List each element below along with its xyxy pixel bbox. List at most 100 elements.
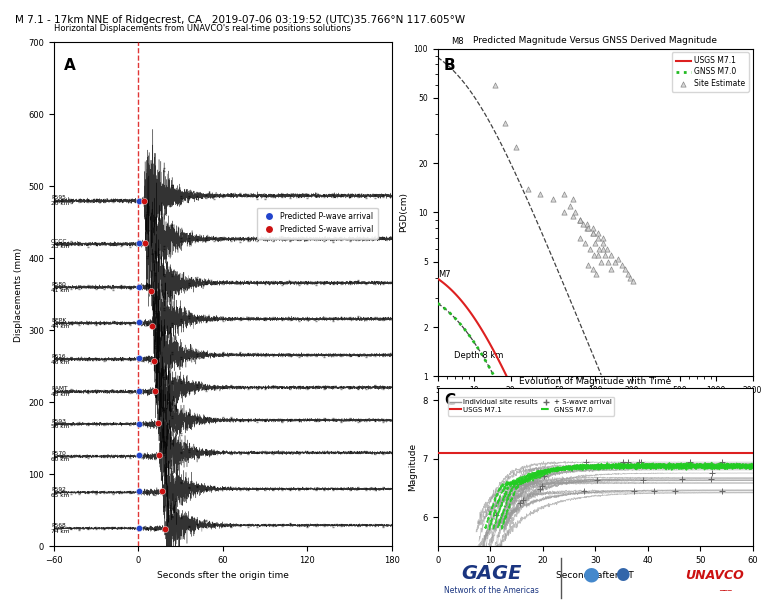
GNSS M7.0: [480, 355, 489, 362]
Site Estimate: [578, 239, 591, 248]
USGS M7.1: [482, 334, 491, 341]
USGS M7.1: [498, 364, 507, 371]
Text: UNAVCO: UNAVCO: [685, 569, 743, 582]
Site Estimate: [608, 257, 621, 266]
Site Estimate: [586, 228, 598, 238]
Text: ●: ●: [583, 564, 600, 583]
Site Estimate: [558, 208, 570, 217]
GNSS M7.0: [489, 372, 498, 379]
Text: CCCC
23 km: CCCC 23 km: [51, 239, 69, 249]
Site Estimate: [534, 189, 546, 198]
USGS M7.1: [433, 275, 442, 282]
Site Estimate: [627, 276, 639, 286]
Site Estimate: [601, 244, 613, 254]
Site Estimate: [574, 215, 586, 225]
Text: P592
65 km: P592 65 km: [51, 487, 69, 498]
Site Estimate: [597, 239, 609, 248]
Text: Depth 8 km: Depth 8 km: [453, 351, 503, 360]
Y-axis label: PGD(cm): PGD(cm): [399, 192, 408, 232]
Site Estimate: [591, 250, 604, 260]
Title: Predicted Magnitude Versus GNSS Derived Magnitude: Predicted Magnitude Versus GNSS Derived …: [473, 36, 717, 45]
Site Estimate: [605, 250, 617, 260]
Site Estimate: [582, 260, 594, 270]
Y-axis label: Magnitude: Magnitude: [408, 443, 417, 492]
Text: P568
74 km: P568 74 km: [51, 523, 69, 534]
Text: P616
46 km: P616 46 km: [51, 354, 69, 365]
Legend: Predicted P-wave arrival, Predicted S-wave arrival: Predicted P-wave arrival, Predicted S-wa…: [257, 208, 378, 239]
USGS M7.1: [453, 293, 462, 300]
Text: P570
60 km: P570 60 km: [51, 451, 69, 462]
Site Estimate: [578, 219, 590, 229]
Text: ___: ___: [720, 582, 732, 591]
Site Estimate: [624, 273, 637, 282]
USGS M7.1: [465, 307, 474, 314]
Site Estimate: [582, 223, 594, 233]
Text: B: B: [444, 58, 455, 73]
USGS M7.1: [467, 310, 476, 317]
Text: M 7.1 - 17km NNE of Ridgecrest, CA   2019-07-06 03:19:52 (UTC)35.766°N 117.605°W: M 7.1 - 17km NNE of Ridgecrest, CA 2019-…: [15, 15, 465, 25]
Y-axis label: Displacements (mm): Displacements (mm): [14, 247, 22, 342]
Text: RAMT
48 km: RAMT 48 km: [51, 386, 69, 397]
Site Estimate: [569, 208, 581, 217]
Line: GNSS M7.0: GNSS M7.0: [438, 304, 494, 376]
Site Estimate: [581, 223, 593, 233]
Site Estimate: [489, 80, 502, 90]
GNSS M7.0: [487, 367, 496, 375]
GNSS M7.0: [433, 300, 442, 307]
USGS M7.1: [502, 373, 511, 380]
GNSS M7.0: [441, 305, 450, 313]
Site Estimate: [618, 265, 631, 274]
Text: P593
56 km: P593 56 km: [51, 419, 69, 429]
Site Estimate: [597, 233, 609, 243]
Site Estimate: [586, 228, 598, 238]
GNSS M7.0: [481, 358, 490, 365]
Site Estimate: [574, 233, 586, 243]
USGS M7.1: [500, 368, 509, 376]
Site Estimate: [586, 265, 598, 274]
Site Estimate: [522, 184, 535, 194]
Site Estimate: [615, 260, 627, 270]
Legend: Individual site results, USGS M7.1, + S-wave arrival, GNSS M7.0: Individual site results, USGS M7.1, + S-…: [448, 397, 614, 416]
Text: P580
41 km: P580 41 km: [51, 282, 69, 293]
Text: M8: M8: [451, 37, 464, 46]
X-axis label: Hypocentral Distance (km): Hypocentral Distance (km): [535, 401, 656, 410]
Site Estimate: [593, 244, 605, 254]
X-axis label: Seconds sfter the origin time: Seconds sfter the origin time: [157, 571, 289, 580]
Site Estimate: [564, 201, 576, 211]
Site Estimate: [588, 250, 601, 260]
Site Estimate: [574, 215, 586, 225]
Site Estimate: [612, 254, 624, 264]
Site Estimate: [598, 250, 611, 260]
Site Estimate: [602, 257, 614, 266]
Legend: USGS M7.1, GNSS M7.0, Site Estimate: USGS M7.1, GNSS M7.0, Site Estimate: [672, 52, 749, 92]
Site Estimate: [591, 233, 604, 243]
Title: Evolution of Magnitude with Time: Evolution of Magnitude with Time: [519, 378, 671, 386]
Site Estimate: [597, 244, 609, 254]
Site Estimate: [591, 228, 604, 238]
Text: BEPK
44 km: BEPK 44 km: [51, 318, 69, 328]
Text: A: A: [64, 58, 75, 73]
Site Estimate: [567, 211, 579, 221]
GNSS M7.0: [450, 314, 459, 322]
Text: Horizontal Displacements from UNAVCO's real-time positions solutions: Horizontal Displacements from UNAVCO's r…: [54, 24, 351, 33]
Site Estimate: [567, 195, 579, 205]
Site Estimate: [584, 244, 596, 254]
Site Estimate: [621, 270, 634, 279]
X-axis label: Seconds after OT: Seconds after OT: [556, 571, 634, 580]
Text: M7: M7: [438, 270, 450, 279]
Site Estimate: [499, 118, 511, 128]
Site Estimate: [595, 257, 607, 266]
Text: ●: ●: [615, 565, 629, 583]
Text: GAGE: GAGE: [462, 564, 521, 583]
Site Estimate: [589, 239, 601, 248]
Site Estimate: [574, 215, 586, 225]
Text: Network of the Americas: Network of the Americas: [444, 586, 539, 594]
Site Estimate: [509, 143, 521, 152]
GNSS M7.0: [472, 343, 482, 350]
Line: USGS M7.1: USGS M7.1: [438, 279, 507, 376]
Site Estimate: [605, 265, 617, 274]
Site Estimate: [547, 195, 559, 205]
Site Estimate: [590, 270, 602, 279]
Site Estimate: [586, 223, 598, 233]
Text: C: C: [444, 393, 455, 409]
